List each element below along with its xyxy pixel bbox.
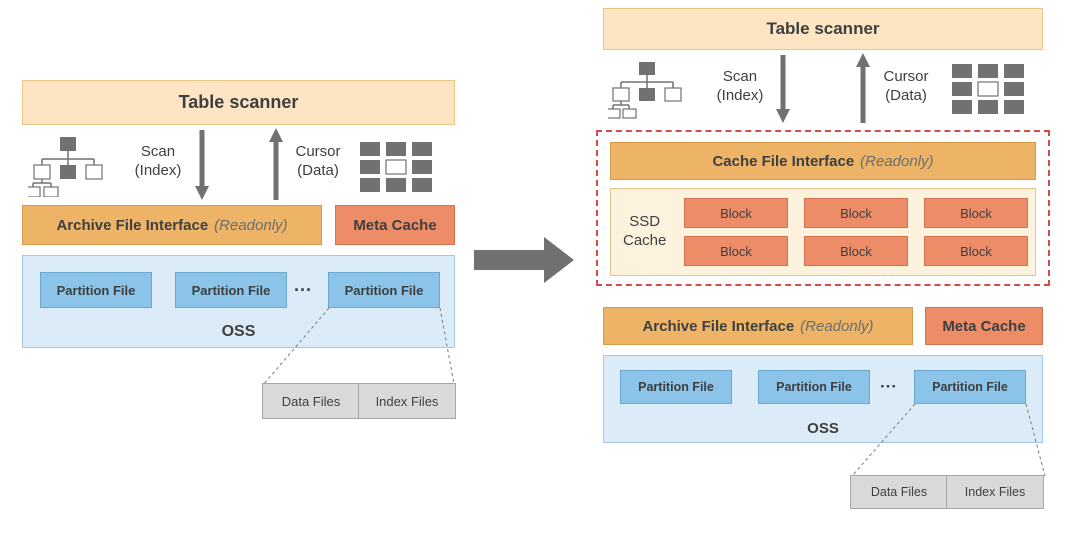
- data-files-text: Data Files: [282, 394, 341, 409]
- partition-text: Partition File: [638, 380, 714, 394]
- left-archive-if: Archive File Interface (Readonly): [22, 205, 322, 245]
- right-index-files: Index Files: [946, 475, 1044, 509]
- readonly-text: (Readonly): [860, 153, 933, 170]
- data-text: (Data): [885, 87, 927, 104]
- index-files-text: Index Files: [376, 394, 439, 409]
- block-1: Block: [684, 198, 788, 228]
- left-meta-cache: Meta Cache: [335, 205, 455, 245]
- right-partition-1: Partition File: [620, 370, 732, 404]
- archive-if-text: Archive File Interface: [642, 318, 794, 335]
- partition-text: Partition File: [345, 283, 424, 298]
- ssd-label: SSD Cache: [623, 213, 666, 251]
- left-partition-3: Partition File: [328, 272, 440, 308]
- left-scan-label: Scan (Index): [128, 143, 188, 181]
- tree-icon: [28, 135, 108, 197]
- scan-text: Scan: [723, 68, 757, 85]
- right-tree-icon: [608, 60, 686, 120]
- grid-icon: [358, 140, 436, 194]
- block-3: Block: [924, 198, 1028, 228]
- index-files-text: Index Files: [965, 485, 1025, 499]
- cache-if-text: Cache File Interface: [712, 153, 854, 170]
- right-scan-arrow-icon: [773, 53, 793, 125]
- partition-text: Partition File: [776, 380, 852, 394]
- right-meta-cache: Meta Cache: [925, 307, 1043, 345]
- ellipsis-text: ···: [294, 280, 312, 300]
- right-scan-label: Scan (Index): [710, 68, 770, 106]
- left-scan-arrow-icon: [192, 128, 212, 202]
- center-arrow-icon: [474, 237, 574, 283]
- right-archive-if: Archive File Interface (Readonly): [603, 307, 913, 345]
- cache-text: Cache: [623, 232, 666, 249]
- left-index-files: Index Files: [358, 383, 456, 419]
- left-cursor-arrow-icon: [266, 128, 286, 202]
- left-partition-1: Partition File: [40, 272, 152, 308]
- block-2: Block: [804, 198, 908, 228]
- right-callout-lines: [850, 404, 1050, 479]
- ellipsis-text: ···: [880, 377, 897, 396]
- scan-text: Scan: [141, 143, 175, 160]
- left-cursor-label: Cursor (Data): [288, 143, 348, 181]
- data-files-text: Data Files: [871, 485, 927, 499]
- left-data-files: Data Files: [262, 383, 360, 419]
- right-table-scanner-label: Table scanner: [766, 19, 879, 39]
- partition-text: Partition File: [192, 283, 271, 298]
- block-4: Block: [684, 236, 788, 266]
- right-partition-2: Partition File: [758, 370, 870, 404]
- right-partition-3: Partition File: [914, 370, 1026, 404]
- partition-text: Partition File: [57, 283, 136, 298]
- left-partition-2: Partition File: [175, 272, 287, 308]
- right-grid-icon: [950, 62, 1028, 116]
- meta-cache-text: Meta Cache: [942, 318, 1025, 335]
- partition-text: Partition File: [932, 380, 1008, 394]
- block-text: Block: [960, 244, 992, 259]
- block-text: Block: [840, 244, 872, 259]
- readonly-text: (Readonly): [800, 318, 873, 335]
- left-callout-lines: [262, 308, 457, 388]
- block-6: Block: [924, 236, 1028, 266]
- block-text: Block: [960, 206, 992, 221]
- left-table-scanner-label: Table scanner: [179, 92, 299, 113]
- right-data-files: Data Files: [850, 475, 948, 509]
- block-text: Block: [720, 244, 752, 259]
- cursor-text: Cursor: [883, 68, 928, 85]
- data-text: (Data): [297, 162, 339, 179]
- block-text: Block: [720, 206, 752, 221]
- ssd-text: SSD: [629, 213, 660, 230]
- index-text: (Index): [135, 162, 182, 179]
- cache-file-interface: Cache File Interface (Readonly): [610, 142, 1036, 180]
- meta-cache-text: Meta Cache: [353, 217, 436, 234]
- cursor-text: Cursor: [295, 143, 340, 160]
- block-text: Block: [840, 206, 872, 221]
- left-table-scanner: Table scanner: [22, 80, 455, 125]
- right-ellipsis: ···: [880, 377, 897, 397]
- right-cursor-label: Cursor (Data): [876, 68, 936, 106]
- oss-text: OSS: [807, 420, 839, 437]
- block-5: Block: [804, 236, 908, 266]
- readonly-text: (Readonly): [214, 217, 287, 234]
- left-ellipsis: ···: [294, 280, 312, 301]
- right-table-scanner: Table scanner: [603, 8, 1043, 50]
- oss-text: OSS: [222, 323, 256, 341]
- index-text: (Index): [717, 87, 764, 104]
- archive-if-text: Archive File Interface: [56, 217, 208, 234]
- right-cursor-arrow-icon: [853, 53, 873, 125]
